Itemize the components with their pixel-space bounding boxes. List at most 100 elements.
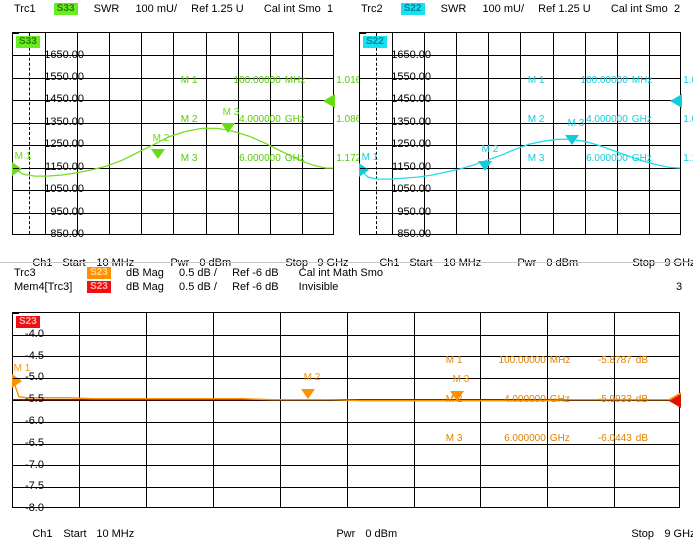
- trc2-header: Trc2 S22 SWR 100 mU/ Ref 1.25 U Cal int …: [361, 3, 668, 17]
- trc3-y-label: -5.5: [25, 393, 44, 405]
- trc2-y-label: 1650.00: [391, 49, 431, 61]
- trc2-y-label: 1550.00: [391, 71, 431, 83]
- trc2-y-label: 1050.00: [391, 183, 431, 195]
- trc3-marker-table: M 1 100.00000 MHz -5.8787 dB M 2 4.000000 GHz -…: [418, 315, 658, 458]
- trc1-pwr-value[interactable]: 0 dBm: [199, 257, 232, 269]
- trc3-y-label: -4.5: [25, 350, 44, 362]
- trc2-y-label: 850.00: [397, 228, 431, 240]
- trc1-pwr-label: Pwr: [170, 257, 190, 269]
- trc2-marker-3-label: M 3: [567, 118, 585, 129]
- mem4-ref: Ref -6 dB: [232, 281, 279, 294]
- trc1-channel: Ch1: [32, 257, 53, 269]
- trc1-marker-3-label: M 3: [222, 107, 240, 118]
- panel-divider: [0, 262, 693, 263]
- trc3-marker-row-3: M 3 6.000000 GHz -6.0443 dB: [445, 433, 649, 444]
- panel-trc2: Trc2 S22 SWR 100 mU/ Ref 1.25 U Cal int …: [347, 0, 693, 269]
- trc2-scale: 100 mU/: [482, 3, 525, 16]
- trc3-marker-row-2: M 2 4.000000 GHz -5.9933 dB: [445, 394, 649, 405]
- trc3-ref: Ref -6 dB: [232, 267, 279, 280]
- trc1-y-label: 1150.00: [45, 161, 84, 173]
- trc3-curve: [12, 379, 679, 402]
- trc3-marker-2[interactable]: [301, 389, 315, 399]
- trc1-param-badge[interactable]: S33: [53, 3, 78, 16]
- trc1-y-label: 1050.00: [44, 183, 84, 195]
- trc2-y-label: 1250.00: [391, 138, 431, 150]
- trc2-marker-1-label: M 1: [361, 152, 379, 163]
- trc3-marker-3[interactable]: [450, 391, 464, 401]
- trc1-window-number: 1: [327, 3, 334, 15]
- trc3-y-label: -5.0: [25, 371, 44, 383]
- trc1-stop-label: Stop: [285, 257, 308, 269]
- trc2-window-number: 2: [674, 3, 681, 15]
- trc2-label: Trc2: [361, 3, 383, 16]
- trc1-start-value[interactable]: 10 MHz: [96, 257, 135, 269]
- trc3-marker-3-label: M 3: [452, 374, 470, 385]
- trc2-grid: [360, 33, 680, 234]
- trc3-param-badge[interactable]: S23: [87, 267, 111, 280]
- trc1-header: Trc1 S33 SWR 100 mU/ Ref 1.25 U Cal int …: [14, 3, 321, 17]
- trc2-marker-2-label: M 2: [481, 144, 499, 155]
- trc3-marker-row-1: M 1 100.00000 MHz -5.8787 dB: [445, 355, 649, 366]
- trc1-marker-3[interactable]: [221, 123, 235, 133]
- trc2-start-value[interactable]: 10 MHz: [443, 257, 482, 269]
- mem4-right-cursor[interactable]: [669, 394, 681, 408]
- trc3-y-label: -6.5: [25, 437, 44, 449]
- trc3-format: dB Mag: [125, 267, 164, 280]
- trc1-format: SWR: [93, 3, 120, 16]
- trc3-y-label: -8.0: [25, 502, 44, 514]
- trc3-start-value[interactable]: 10 MHz: [96, 528, 135, 540]
- trc2-pwr-value[interactable]: 0 dBm: [546, 257, 579, 269]
- trc3-marker-1[interactable]: [12, 374, 22, 388]
- mem4-label: Mem4[Trc3]: [14, 281, 73, 294]
- trc1-marker-2[interactable]: [151, 149, 165, 159]
- mem4-visibility: Invisible: [298, 281, 339, 294]
- trc2-pwr-label: Pwr: [517, 257, 537, 269]
- trc2-y-label: 950.00: [397, 206, 431, 218]
- trc2-y-label: 1450.00: [391, 93, 431, 105]
- trc2-stop-value[interactable]: 9 GHz: [664, 257, 693, 269]
- trc3-stop-value[interactable]: 9 GHz: [664, 528, 693, 540]
- trc1-stop-value[interactable]: 9 GHz: [317, 257, 349, 269]
- trc3-cal: Cal int Math Smo: [298, 267, 384, 280]
- trc3-corner-badge[interactable]: S23: [16, 316, 40, 328]
- trc3-y-label: -6.0: [25, 415, 44, 427]
- trc3-plot[interactable]: M 1 M 2 M 3 S23 M 1 100.00000 MHz -5.8787 dB: [12, 312, 681, 508]
- trc2-right-cursor[interactable]: [670, 94, 682, 108]
- trc3-y-label: -4.0: [25, 328, 44, 340]
- trc2-marker-2[interactable]: [478, 161, 492, 171]
- trc2-start-label: Start: [409, 257, 433, 269]
- trc3-y-label: -7.5: [25, 480, 44, 492]
- trc3-pwr-value[interactable]: 0 dBm: [365, 528, 398, 540]
- trc1-right-cursor[interactable]: [323, 94, 335, 108]
- trc1-y-label: 950.00: [50, 206, 84, 218]
- panel-trc3: Trc3 S23 dB Mag 0.5 dB / Ref -6 dB Cal i…: [0, 264, 693, 540]
- trc1-marker-1-label: M 1: [14, 151, 32, 162]
- trc1-marker-2-label: M 2: [152, 133, 170, 144]
- panel-trc1: Trc1 S33 SWR 100 mU/ Ref 1.25 U Cal int …: [0, 0, 378, 269]
- trc2-stop-label: Stop: [632, 257, 655, 269]
- trc1-marker-1[interactable]: [12, 162, 22, 176]
- trc1-corner-badge[interactable]: S33: [16, 36, 40, 48]
- trc2-curve: [359, 138, 681, 180]
- trc3-y-label: -7.0: [25, 459, 44, 471]
- trc2-corner-badge[interactable]: S22: [363, 36, 387, 48]
- trc1-start-label: Start: [62, 257, 86, 269]
- mem4-format: dB Mag: [125, 281, 164, 294]
- trc2-param-badge[interactable]: S22: [400, 3, 425, 16]
- trc1-y-label: 1250.00: [44, 138, 84, 150]
- trc1-y-label: 850.00: [50, 228, 84, 240]
- trc2-marker-1[interactable]: [359, 163, 369, 177]
- trc3-scale: 0.5 dB /: [179, 267, 217, 280]
- trc3-marker-1-label: M 1: [13, 363, 31, 374]
- trc2-marker-3[interactable]: [565, 135, 579, 145]
- trc2-channel: Ch1: [379, 257, 400, 269]
- mem4-param-badge[interactable]: S23: [87, 281, 111, 294]
- trc2-channel-bar: Ch1: [361, 245, 400, 281]
- trc1-ref: Ref 1.25 U: [191, 3, 244, 16]
- trc2-y-label: 1150.00: [392, 161, 431, 173]
